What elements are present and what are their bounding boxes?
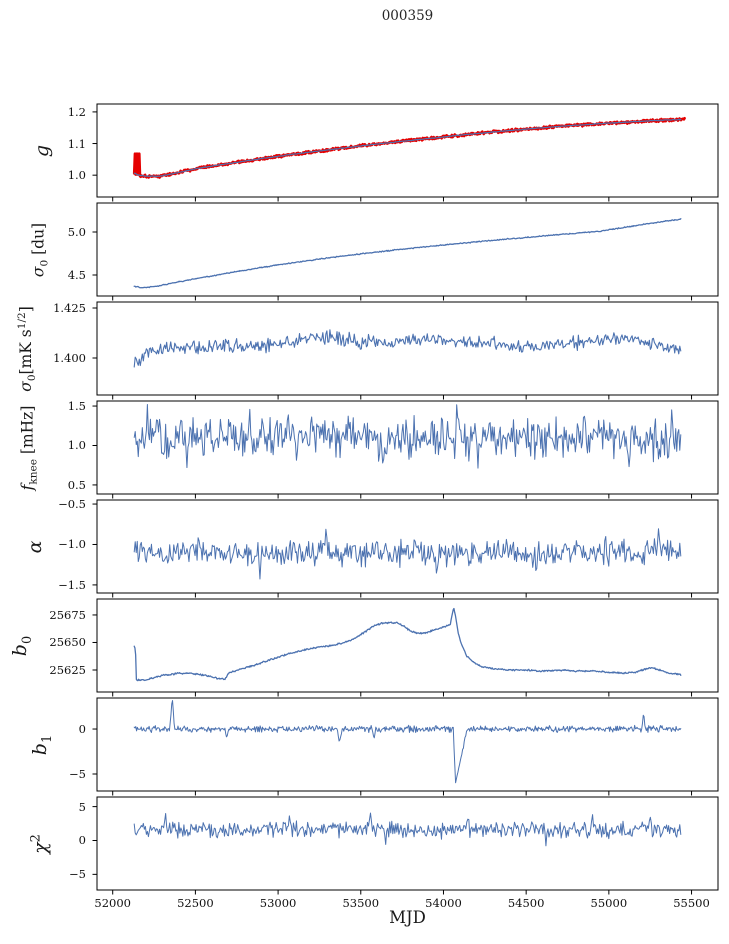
data-line-sigma0-mks [133, 329, 682, 368]
y-tick-label: −1.0 [58, 537, 86, 552]
y-tick-label: 25675 [49, 607, 86, 622]
y-tick-label: 1.0 [67, 168, 86, 183]
axes-box [96, 202, 719, 297]
axes-box [96, 103, 719, 198]
y-tick-label: −1.5 [58, 577, 86, 592]
data-line-g-raw [132, 116, 686, 179]
axes-box [96, 301, 719, 396]
y-tick-label: 1.5 [67, 399, 86, 414]
y-axis-label-alpha: α [24, 540, 46, 553]
y-tick-label: 25625 [49, 662, 86, 677]
y-tick-label: 1.425 [53, 301, 86, 315]
data-line-fknee [133, 404, 682, 469]
y-tick-label: 1.1 [67, 136, 86, 151]
axes-box [96, 400, 719, 495]
y-tick-label: 0 [78, 722, 86, 737]
data-line-g-model [133, 118, 682, 178]
x-tick-label: 53500 [342, 896, 380, 910]
subplot-fknee [92, 400, 719, 499]
axes-box [96, 499, 719, 594]
x-tick-label: 52000 [94, 896, 131, 910]
y-axis-label-chi2: χ2 [28, 833, 52, 854]
y-axis-label-b1: b1 [29, 734, 55, 755]
axes-box [96, 697, 719, 792]
y-axis-label-fknee: fknee [mHz] [18, 405, 40, 490]
subplot-alpha [92, 499, 719, 598]
y-tick-label: −5 [69, 767, 86, 781]
y-tick-label: 25650 [49, 635, 86, 650]
subplot-b1 [92, 697, 719, 796]
y-tick-label: 0 [78, 833, 86, 848]
y-tick-label: −5 [69, 867, 86, 882]
x-tick-label: 52500 [177, 896, 214, 910]
x-tick-label: 55000 [590, 896, 628, 910]
x-tick-label: 55500 [673, 896, 710, 910]
data-line-b0 [133, 607, 682, 682]
subplot-g [92, 103, 719, 202]
y-tick-label: 5 [78, 799, 86, 814]
axes-box [96, 598, 719, 693]
axes-box [96, 796, 719, 891]
x-tick-label: 54500 [507, 896, 545, 910]
data-line-b1 [133, 700, 682, 784]
data-line-chi2 [133, 812, 682, 847]
y-axis-label-sigma0-du: σ0 [du] [29, 222, 51, 277]
y-tick-label: 1.0 [67, 438, 86, 453]
x-axis-label: MJD [389, 908, 426, 927]
subplot-b0 [92, 598, 719, 697]
y-tick-label: 1.2 [67, 104, 86, 119]
y-tick-label: 0.5 [67, 477, 86, 492]
y-tick-label: 1.400 [53, 351, 86, 365]
y-tick-label: −0.5 [58, 497, 86, 512]
subplot-sigma0-du [92, 202, 719, 301]
x-tick-label: 53000 [259, 896, 297, 910]
subplot-chi2 [92, 796, 719, 895]
data-line-alpha [133, 528, 682, 580]
y-axis-label-sigma0-mks: σ0[mK s1/2] [15, 305, 39, 392]
figure-title: 000359 [381, 8, 434, 24]
x-tick-label: 54000 [425, 896, 462, 910]
subplot-sigma0-mks [92, 301, 719, 400]
y-tick-label: 4.5 [67, 268, 86, 282]
y-axis-label-b0: b0 [9, 635, 35, 656]
data-line-sigma0-du [133, 218, 682, 289]
y-tick-label: 5.0 [67, 224, 86, 239]
y-axis-label-g: g [31, 144, 53, 157]
